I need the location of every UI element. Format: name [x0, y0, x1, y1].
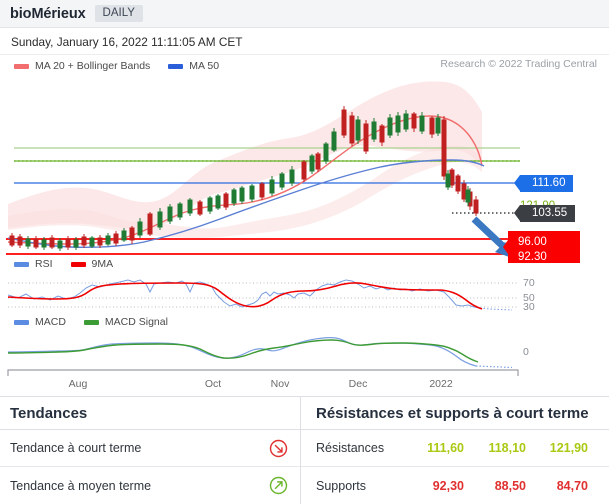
legend-item-rsi[interactable]: RSI [14, 258, 53, 270]
legend-item-ma50[interactable]: MA 50 [168, 60, 219, 72]
rsi-line-projection [479, 307, 513, 311]
levels-title: Résistances et supports à court terme [301, 397, 609, 430]
levels-label-resistances: Résistances [316, 441, 385, 455]
resistance-values: 111,60 118,10 121,90 [402, 441, 609, 455]
legend-swatch-macd-signal [83, 319, 99, 325]
legend-label-macd: MACD [35, 316, 66, 328]
macd-chart-svg [7, 337, 513, 369]
support-zone-pointer [503, 233, 513, 261]
timeframe-badge[interactable]: DAILY [94, 4, 143, 23]
price-label-96-00: 96.00 [518, 236, 547, 248]
legend-item-macd[interactable]: MACD [14, 316, 66, 328]
support-value-2: 88,50 [494, 478, 526, 493]
macd-panel: MACD MACD Signal 0 [0, 314, 609, 371]
trends-title: Tendances [0, 397, 300, 430]
price-label-111-60: 111.60 [513, 175, 574, 192]
legend-item-macd-signal[interactable]: MACD Signal [83, 316, 168, 328]
legend-label-ma50: MA 50 [189, 60, 220, 72]
levels-row-supports: Supports 92,30 88,50 84,70 [301, 467, 609, 504]
legend-swatch-9ma [70, 261, 86, 267]
rsi-panel: RSI 9MA 70 50 30 [0, 256, 609, 314]
support-value-3: 84,70 [556, 478, 588, 493]
price-chart-svg [6, 81, 540, 258]
legend-label-macd-signal: MACD Signal [104, 316, 168, 328]
trend-row-short-term[interactable]: Tendance à court terme [0, 430, 300, 467]
macd-line-projection [475, 365, 513, 369]
legend-swatch-ma20 [14, 63, 29, 69]
ma50-line [7, 159, 485, 249]
legend-swatch-ma50 [168, 63, 184, 69]
macd-line [7, 337, 477, 367]
price-label-103-55: 103.55 [513, 205, 576, 222]
support-values: 92,30 88,50 84,70 [402, 479, 609, 493]
legend-item-ma20[interactable]: MA 20 + Bollinger Bands [14, 60, 150, 72]
rsi-level-label-70: 70 [523, 277, 535, 289]
resistance-value-1: 111,60 [427, 441, 464, 455]
ma20-line [7, 115, 483, 245]
price-legend: MA 20 + Bollinger Bands MA 50 Research ©… [0, 56, 609, 76]
legend-label-rsi: RSI [35, 258, 53, 270]
trend-row-medium-term[interactable]: Tendance à moyen terme [0, 467, 300, 504]
bollinger-band-inner [8, 145, 482, 238]
support-zone-block [508, 231, 580, 263]
x-axis: Aug Oct Nov Dec 2022 [0, 368, 609, 394]
support-value-1: 92,30 [432, 478, 464, 493]
rsi-legend: RSI 9MA [0, 256, 609, 272]
trends-table: Tendances Tendance à court terme Tendanc… [0, 397, 301, 504]
trend-up-icon [269, 476, 288, 495]
rsi-level-label-50: 50 [523, 292, 535, 304]
research-credit: Research © 2022 Trading Central [440, 58, 597, 70]
macd-legend: MACD MACD Signal [0, 314, 609, 330]
x-tick-nov: Nov [270, 378, 290, 390]
price-panel: 121.90 118.10 111.60 103.55 96.00 92.30 [0, 76, 609, 263]
x-tick-dec: Dec [348, 378, 368, 390]
rsi-9ma-line [7, 282, 483, 310]
summary-tables: Tendances Tendance à court terme Tendanc… [0, 396, 609, 504]
x-tick-aug: Aug [68, 378, 88, 390]
macd-level-label-0: 0 [523, 346, 529, 358]
price-label-92-30: 92.30 [518, 251, 547, 263]
rsi-level-label-30: 30 [523, 301, 535, 313]
legend-item-9ma[interactable]: 9MA [70, 258, 114, 270]
bollinger-band-cloud [8, 81, 482, 229]
levels-label-supports: Supports [316, 478, 367, 493]
legend-label-ma20: MA 20 + Bollinger Bands [35, 60, 151, 72]
legend-label-9ma: 9MA [91, 258, 114, 270]
resistance-value-2: 118,10 [488, 441, 526, 455]
x-tick-oct: Oct [204, 378, 222, 390]
resistance-value-3: 121,90 [549, 441, 588, 455]
instrument-header: bioMérieux DAILY [0, 0, 609, 28]
x-axis-line [7, 369, 519, 376]
instrument-name: bioMérieux [10, 5, 86, 22]
candlestick-series [9, 106, 479, 251]
trend-down-icon [269, 439, 288, 457]
macd-signal-line [7, 339, 479, 363]
rsi-line [7, 279, 481, 309]
levels-table: Résistances et supports à court terme Ré… [301, 397, 609, 504]
report-timestamp: Sunday, January 16, 2022 11:11:05 AM CET [11, 34, 243, 49]
x-tick-2022: 2022 [429, 378, 453, 390]
trend-label-medium-term: Tendance à moyen terme [10, 478, 152, 493]
timestamp-bar: Sunday, January 16, 2022 11:11:05 AM CET [0, 29, 609, 55]
legend-swatch-macd [14, 319, 29, 325]
trend-label-short-term: Tendance à court terme [10, 441, 142, 455]
legend-swatch-rsi [14, 261, 29, 267]
rsi-chart-svg [7, 279, 518, 311]
levels-row-resistances: Résistances 111,60 118,10 121,90 [301, 430, 609, 467]
chart-area: MA 20 + Bollinger Bands MA 50 Research ©… [0, 56, 609, 395]
